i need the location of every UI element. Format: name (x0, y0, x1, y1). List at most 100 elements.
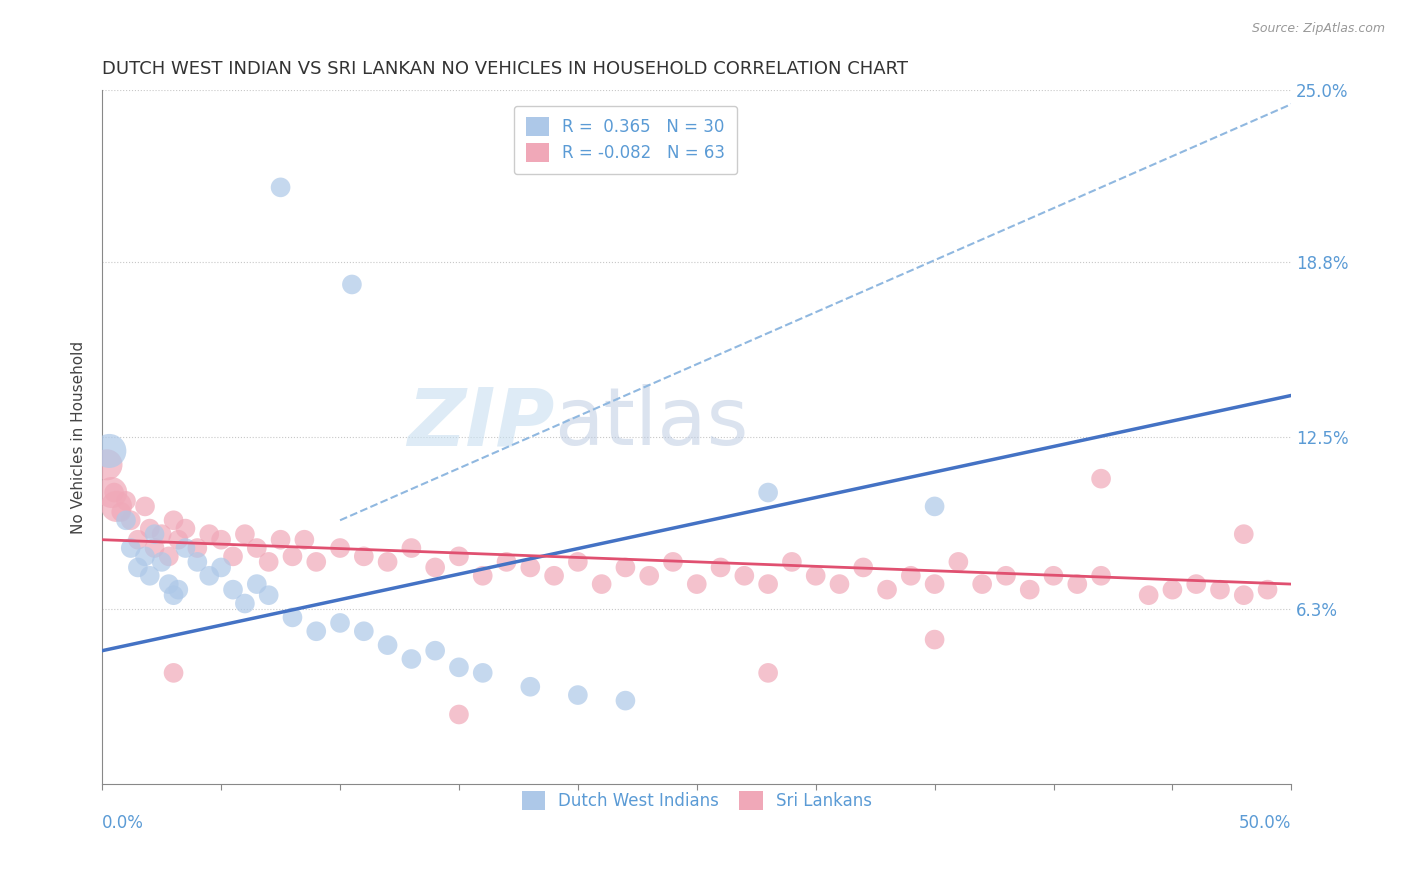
Point (471, 568, 494, 582)
Point (353, 549, 375, 564)
Point (329, 541, 352, 555)
Point (401, 652, 423, 666)
Text: atlas: atlas (554, 384, 748, 462)
Point (638, 568, 661, 582)
Point (924, 500, 946, 514)
Point (519, 560, 541, 574)
Point (198, 568, 221, 582)
Point (233, 527, 256, 541)
Point (900, 568, 922, 582)
Point (157, 577, 180, 591)
Point (733, 568, 755, 582)
Point (100, 485, 122, 500)
Point (591, 577, 613, 591)
Point (134, 549, 156, 564)
Point (157, 549, 180, 564)
Point (519, 680, 541, 694)
Point (96, 458, 118, 472)
Point (281, 549, 304, 564)
Point (120, 541, 142, 555)
Point (567, 555, 589, 569)
Point (246, 541, 269, 555)
Point (756, 485, 779, 500)
Point (1090, 472, 1112, 486)
Text: DUTCH WEST INDIAN VS SRI LANKAN NO VEHICLES IN HOUSEHOLD CORRELATION CHART: DUTCH WEST INDIAN VS SRI LANKAN NO VEHIC… (103, 60, 908, 78)
Point (780, 555, 803, 569)
Point (150, 555, 173, 569)
Point (209, 533, 232, 547)
Point (948, 555, 970, 569)
Point (709, 560, 731, 574)
Point (852, 560, 875, 574)
Point (127, 533, 149, 547)
Point (139, 568, 162, 582)
Point (425, 643, 447, 657)
Y-axis label: No Vehicles in Household: No Vehicles in Household (72, 341, 86, 533)
Point (162, 513, 184, 527)
Point (471, 665, 494, 680)
Point (495, 555, 517, 569)
Point (98, 444, 121, 458)
Text: ZIP: ZIP (406, 384, 554, 462)
Point (150, 527, 173, 541)
Point (876, 582, 898, 597)
Point (198, 527, 221, 541)
Point (924, 577, 946, 591)
Point (120, 513, 142, 527)
Point (222, 549, 245, 564)
Legend: Dutch West Indians, Sri Lankans: Dutch West Indians, Sri Lankans (515, 785, 879, 817)
Point (209, 560, 232, 574)
Point (924, 632, 946, 647)
Point (1233, 588, 1256, 602)
Point (186, 541, 208, 555)
Point (162, 665, 184, 680)
Point (828, 577, 851, 591)
Point (1233, 527, 1256, 541)
Point (186, 555, 208, 569)
Point (270, 533, 292, 547)
Point (1137, 588, 1160, 602)
Point (401, 541, 423, 555)
Point (329, 615, 352, 630)
Point (756, 665, 779, 680)
Point (686, 577, 709, 591)
Point (425, 560, 447, 574)
Point (1090, 568, 1112, 582)
Point (1066, 577, 1088, 591)
Point (115, 513, 138, 527)
Point (994, 568, 1017, 582)
Point (305, 555, 328, 569)
Point (1185, 577, 1208, 591)
Point (1257, 582, 1279, 597)
Point (174, 541, 197, 555)
Point (972, 577, 994, 591)
Point (1161, 582, 1184, 597)
Point (614, 560, 637, 574)
Point (614, 693, 637, 707)
Point (246, 577, 269, 591)
Point (139, 522, 162, 536)
Point (281, 610, 304, 624)
Point (103, 485, 125, 500)
Point (377, 638, 399, 652)
Point (110, 505, 132, 519)
Point (305, 624, 328, 639)
Point (127, 560, 149, 574)
Point (167, 582, 190, 597)
Point (222, 582, 245, 597)
Point (134, 500, 156, 514)
Point (143, 541, 166, 555)
Point (257, 555, 280, 569)
Point (567, 688, 589, 702)
Point (143, 527, 166, 541)
Text: 0.0%: 0.0% (103, 814, 143, 832)
Point (105, 500, 128, 514)
Point (377, 555, 399, 569)
Text: Source: ZipAtlas.com: Source: ZipAtlas.com (1251, 22, 1385, 36)
Point (174, 522, 197, 536)
Point (340, 277, 363, 292)
Point (115, 494, 138, 508)
Point (292, 533, 315, 547)
Point (447, 660, 470, 674)
Point (353, 624, 375, 639)
